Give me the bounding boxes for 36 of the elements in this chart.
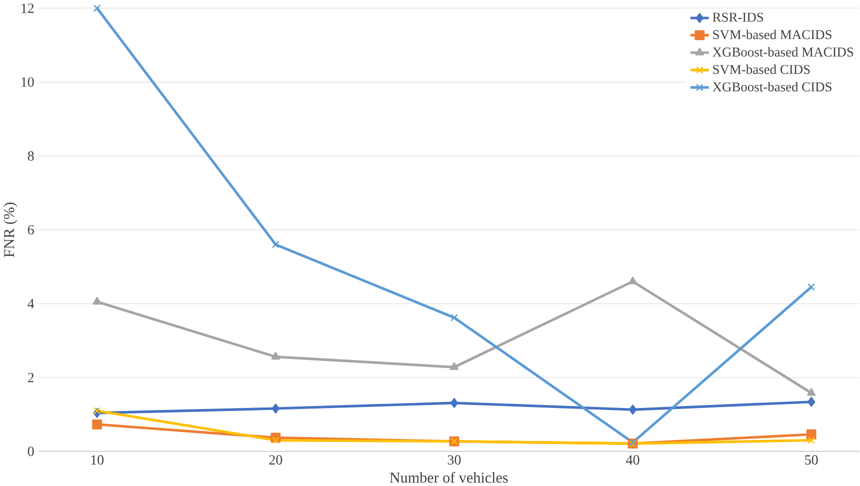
x-tick-label: 40 xyxy=(626,454,640,464)
x-axis-title: Number of vehicles xyxy=(390,472,508,483)
point xyxy=(272,436,280,444)
x-tick-label: 20 xyxy=(269,454,282,464)
point xyxy=(806,388,816,396)
y-tick-label: 6 xyxy=(28,224,34,234)
legend-label: XGBoost-based CIDS xyxy=(712,82,832,92)
x-tick-label: 30 xyxy=(448,454,461,464)
point xyxy=(628,276,638,284)
y-tick-label: 12 xyxy=(22,3,34,13)
y-tick-label: 0 xyxy=(28,446,34,456)
y-tick-label: 8 xyxy=(28,151,34,160)
legend-label: SVM-based CIDS xyxy=(713,64,810,74)
point xyxy=(93,406,101,414)
point xyxy=(272,403,280,414)
legend-label: XGBoost-based MACIDS xyxy=(712,46,854,56)
point xyxy=(628,404,637,414)
point xyxy=(808,283,816,291)
legend-label: SVM-based MACIDS xyxy=(713,30,832,40)
point xyxy=(450,314,458,322)
y-tick-label: 4 xyxy=(28,298,34,308)
point xyxy=(450,362,459,370)
point xyxy=(450,398,458,408)
x-tick-label: 10 xyxy=(91,454,104,464)
y-axis-title: FNR (%) xyxy=(4,202,18,258)
legend-label: RSR-IDS xyxy=(712,12,764,22)
point xyxy=(92,419,102,430)
point xyxy=(93,4,101,12)
point xyxy=(92,296,102,304)
point xyxy=(807,396,816,407)
point xyxy=(271,352,280,360)
point xyxy=(808,436,816,444)
x-tick-label: 50 xyxy=(805,454,818,464)
y-tick-label: 10 xyxy=(22,77,34,87)
point xyxy=(806,429,816,440)
y-tick-label: 2 xyxy=(28,372,34,382)
